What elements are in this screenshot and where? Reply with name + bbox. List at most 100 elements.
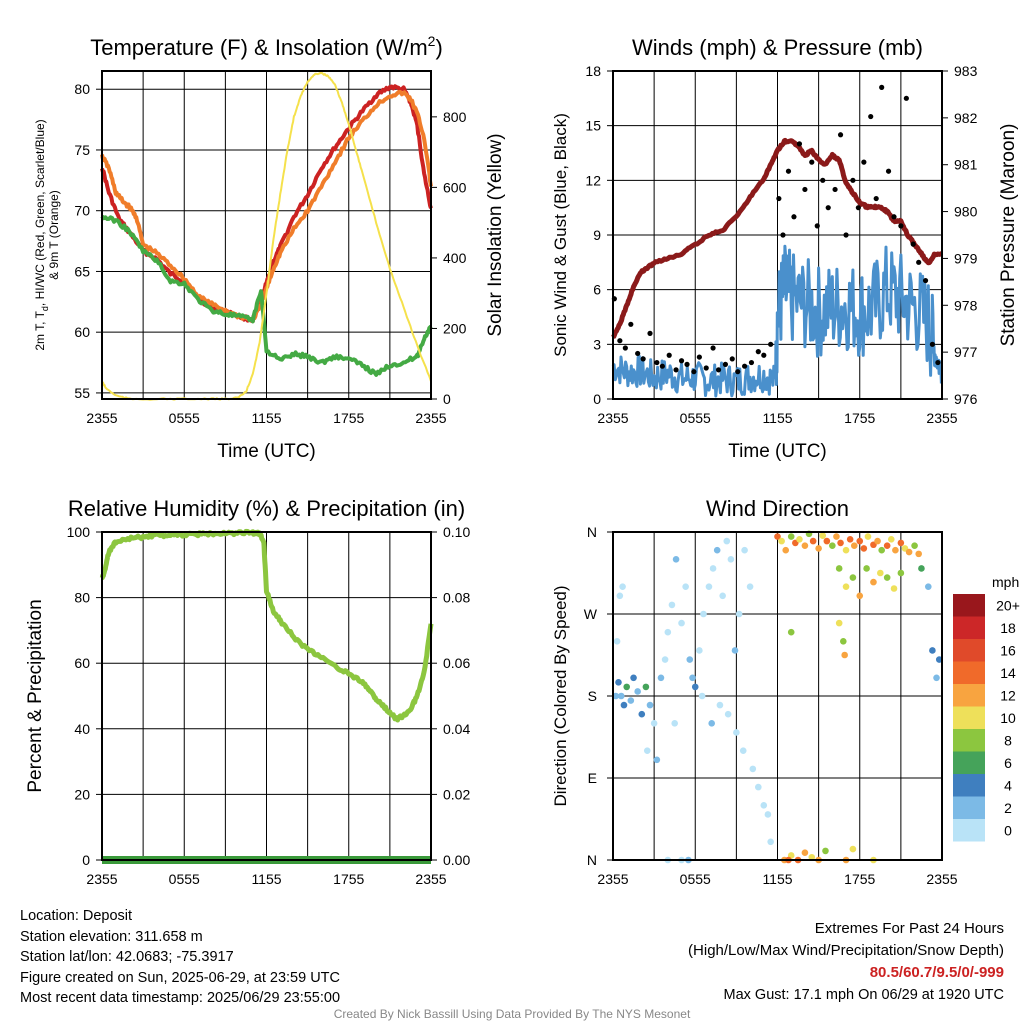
- gust-point: [796, 141, 803, 147]
- colorbar-swatch: [953, 616, 985, 639]
- speed-colorbar: mph 20+ 18 16 14 12 10 8 6 4 2 0: [953, 574, 1020, 842]
- gust-point: [855, 205, 861, 211]
- direction-point: [842, 583, 850, 590]
- y2-tick-label: 0.08: [443, 590, 470, 606]
- x-tick-label: 1755: [844, 410, 875, 426]
- max-gust-text: Max Gust: 17.1 mph On 06/29 at 1920 UTC: [723, 987, 1004, 1003]
- colorbar-label: 0: [1004, 822, 1012, 838]
- direction-point: [809, 537, 817, 545]
- y2-tick-label: 978: [954, 297, 978, 313]
- series-line: [100, 214, 433, 377]
- y-tick-label: 12: [585, 172, 601, 188]
- plot-border: [612, 531, 943, 861]
- colorbar-title: mph: [992, 574, 1019, 590]
- direction-point: [646, 701, 654, 709]
- y-tick-label: 60: [74, 324, 90, 340]
- y-tick-label: N: [587, 852, 597, 868]
- colorbar-swatch: [953, 819, 985, 842]
- direction-point: [870, 578, 877, 586]
- direction-point: [778, 537, 785, 545]
- x-tick-label: 0555: [680, 871, 711, 887]
- direction-point: [620, 701, 628, 709]
- x-tick-label: 1155: [251, 871, 281, 887]
- y2-tick-label: 980: [954, 204, 978, 220]
- gust-point: [696, 354, 702, 360]
- colorbar-label: 16: [1000, 642, 1016, 658]
- gust-point: [922, 277, 929, 284]
- credit-text: Created By Nick Bassill Using Data Provi…: [333, 1007, 691, 1021]
- recent-data-text: Most recent data timestamp: 2025/06/29 2…: [20, 990, 341, 1006]
- gust-point: [654, 359, 660, 366]
- y-tick-label: N: [587, 524, 597, 540]
- direction-point: [887, 535, 895, 543]
- direction-point: [713, 546, 721, 554]
- direction-point: [856, 537, 864, 545]
- gust-point: [873, 195, 879, 202]
- direction-point: [833, 533, 840, 540]
- colorbar-label: 4: [1004, 777, 1012, 793]
- extremes-heading: Extremes For Past 24 Hours: [814, 920, 1004, 937]
- direction-point: [686, 656, 694, 663]
- colorbar-swatch: [953, 729, 985, 752]
- direction-point: [801, 849, 809, 857]
- direction-point: [760, 802, 768, 809]
- direction-point: [874, 537, 881, 545]
- direction-point: [709, 565, 717, 572]
- colorbar-label: 18: [1000, 620, 1016, 636]
- direction-point: [716, 701, 724, 709]
- direction-point: [918, 565, 925, 572]
- gust-point: [776, 195, 782, 202]
- y-tick-label: 65: [74, 263, 90, 279]
- gust-point: [617, 338, 623, 344]
- gust-point: [735, 369, 741, 375]
- direction-point: [619, 583, 626, 590]
- colorbar-label: 6: [1004, 755, 1012, 771]
- direction-point: [883, 574, 891, 581]
- y-tick-label: 15: [585, 118, 601, 134]
- colorbar-swatch: [953, 796, 985, 819]
- x-tick-label: 2355: [597, 410, 628, 426]
- direction-point: [727, 556, 735, 563]
- direction-point: [819, 532, 827, 539]
- direction-point: [616, 592, 624, 600]
- direction-point: [835, 619, 843, 627]
- station-info: Location: Deposit Station elevation: 311…: [20, 906, 340, 1009]
- direction-point: [731, 647, 739, 654]
- gust-point: [715, 367, 722, 373]
- plot-border: [612, 70, 943, 400]
- direction-point: [661, 656, 669, 663]
- humidity-line: [99, 528, 434, 723]
- x-axis-label: Time (UTC): [728, 441, 827, 462]
- gust-point: [843, 232, 849, 238]
- gust-point: [935, 359, 941, 366]
- wind-direction-panel: 2355 0555 1155 1755 2355 Wind Direction N E S W N D…: [551, 496, 958, 887]
- direction-point: [774, 533, 781, 540]
- direction-point: [741, 546, 748, 554]
- direction-point: [823, 537, 831, 545]
- direction-point: [905, 548, 913, 556]
- y2-tick-label: 977: [954, 344, 978, 360]
- y-tick-label: 40: [74, 721, 90, 737]
- y2-tick-label: 976: [954, 391, 978, 407]
- y-tick-label: 55: [74, 385, 90, 401]
- gust-point: [622, 345, 628, 351]
- y-tick-label: W: [584, 606, 598, 622]
- gust-point: [825, 205, 831, 211]
- colorbar-label: 12: [1000, 687, 1016, 703]
- direction-point: [933, 674, 940, 682]
- gust-point: [785, 168, 792, 174]
- x-tick-label: 2355: [86, 871, 117, 887]
- direction-point: [749, 765, 757, 773]
- y2-axis-label: Solar Insolation (Yellow): [485, 133, 506, 336]
- x-tick-label: 1155: [762, 871, 792, 887]
- gust-point: [659, 363, 665, 369]
- y-tick-label: 60: [74, 655, 90, 671]
- x-tick-label: 0555: [169, 871, 200, 887]
- gust-point: [691, 369, 697, 375]
- y-tick-label: 0: [593, 391, 601, 407]
- direction-point: [935, 656, 943, 663]
- panel-title: Winds (mph) & Pressure (mb): [632, 35, 923, 60]
- direction-point: [841, 651, 848, 659]
- panel-title: Relative Humidity (%) & Precipitation (i…: [68, 496, 465, 521]
- direction-point: [787, 533, 795, 540]
